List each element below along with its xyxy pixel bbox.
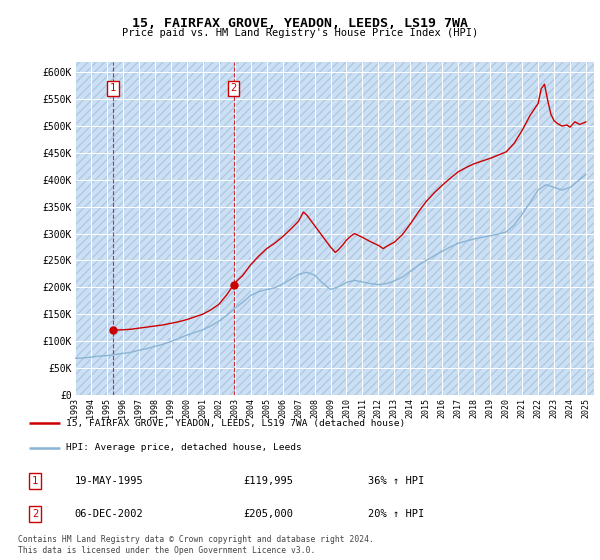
Text: 15, FAIRFAX GROVE, YEADON, LEEDS, LS19 7WA: 15, FAIRFAX GROVE, YEADON, LEEDS, LS19 7…: [132, 17, 468, 30]
Text: Price paid vs. HM Land Registry's House Price Index (HPI): Price paid vs. HM Land Registry's House …: [122, 28, 478, 38]
Text: 20% ↑ HPI: 20% ↑ HPI: [368, 509, 424, 519]
Text: HPI: Average price, detached house, Leeds: HPI: Average price, detached house, Leed…: [66, 443, 302, 452]
Text: 15, FAIRFAX GROVE, YEADON, LEEDS, LS19 7WA (detached house): 15, FAIRFAX GROVE, YEADON, LEEDS, LS19 7…: [66, 419, 405, 428]
Text: 36% ↑ HPI: 36% ↑ HPI: [368, 477, 424, 487]
Text: 19-MAY-1995: 19-MAY-1995: [74, 477, 143, 487]
Text: £119,995: £119,995: [244, 477, 293, 487]
Text: 1: 1: [32, 477, 38, 487]
Text: 1: 1: [110, 83, 116, 94]
Bar: [75, 62, 594, 395]
Text: 2: 2: [230, 83, 236, 94]
Text: 2: 2: [32, 509, 38, 519]
Text: 06-DEC-2002: 06-DEC-2002: [74, 509, 143, 519]
Text: £205,000: £205,000: [244, 509, 293, 519]
Text: Contains HM Land Registry data © Crown copyright and database right 2024.
This d: Contains HM Land Registry data © Crown c…: [18, 535, 374, 555]
